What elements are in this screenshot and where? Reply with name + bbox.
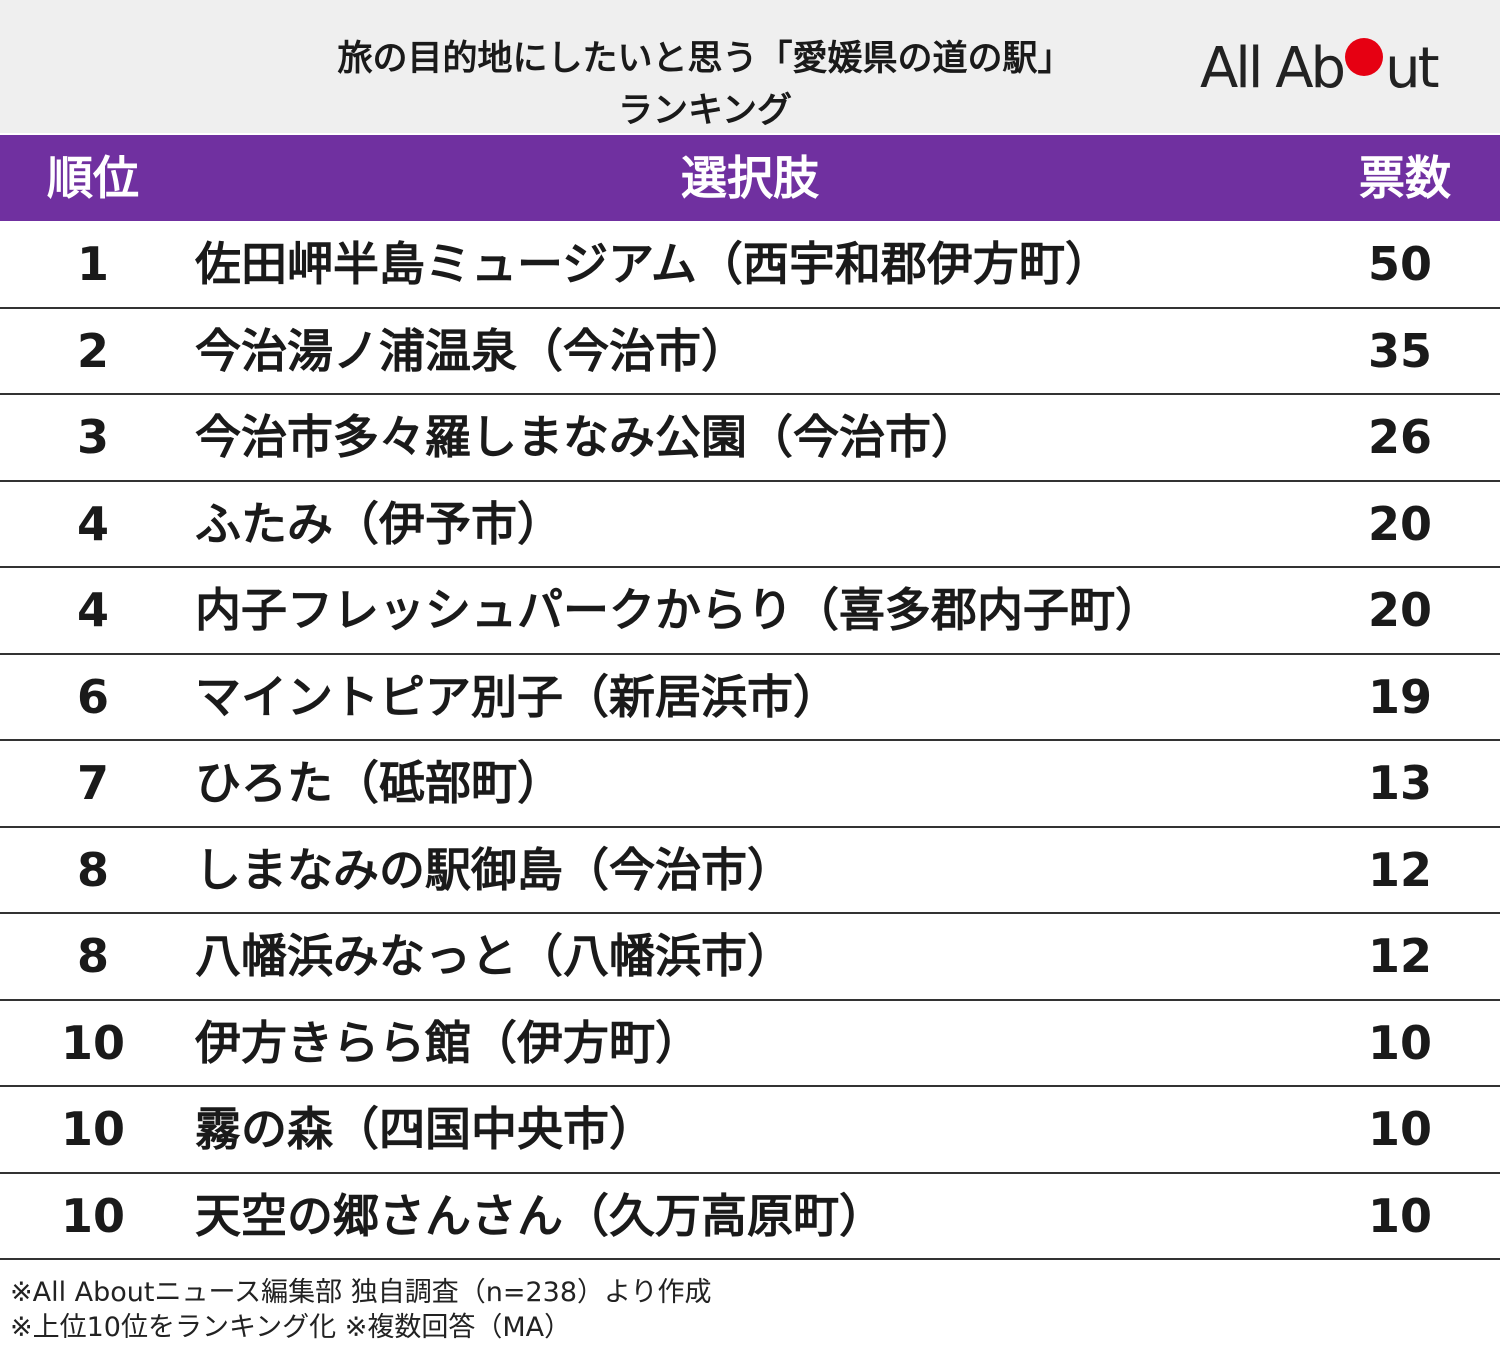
table-row: 6 マイントピア別子（新居浜市） 19 bbox=[0, 655, 1500, 741]
footnote: ※上位10位をランキング化 ※複数回答（MA） bbox=[10, 1312, 572, 1343]
station-name: 霧の森（四国中央市） bbox=[195, 1102, 655, 1156]
column-title: 順位 bbox=[47, 151, 139, 205]
station-name: 今治市多々羅しまなみ公園（今治市） bbox=[195, 410, 977, 464]
logo-dot: o bbox=[1345, 38, 1384, 76]
rank: 4 bbox=[76, 496, 109, 551]
title: ランキング bbox=[618, 91, 792, 131]
rank: 6 bbox=[76, 669, 109, 724]
table-row: 10 伊方きらら館（伊方町） 10 bbox=[0, 1001, 1500, 1087]
table-row: 10 霧の森（四国中央市） 10 bbox=[0, 1087, 1500, 1174]
station-name: 今治湯ノ浦温泉（今治市） bbox=[195, 323, 747, 378]
votes: 20 bbox=[1367, 496, 1432, 551]
rank: 10 bbox=[60, 1188, 125, 1243]
table-row: 10 天空の郷さんさん（久万高原町） 10 bbox=[0, 1174, 1500, 1260]
station-name: マイントピア別子（新居浜市） bbox=[195, 669, 839, 724]
logo: All About bbox=[1200, 36, 1440, 101]
station-name: しまなみの駅御島（今治市） bbox=[195, 842, 793, 897]
rank: 1 bbox=[76, 237, 109, 291]
table-row: 4 ふたみ（伊予市） 20 bbox=[0, 482, 1500, 568]
votes: 10 bbox=[1367, 1015, 1432, 1070]
station-name: 佐田岬半島ミュージアム（西宇和郡伊方町） bbox=[195, 237, 1111, 291]
table-row: 3 今治市多々羅しまなみ公園（今治市） 26 bbox=[0, 395, 1500, 482]
rank: 8 bbox=[76, 929, 109, 983]
table-row: 1 佐田岬半島ミュージアム（西宇和郡伊方町） 50 bbox=[0, 222, 1500, 309]
votes: 10 bbox=[1367, 1188, 1432, 1243]
station-name: 天空の郷さんさん（久万高原町） bbox=[195, 1188, 885, 1243]
rank: 4 bbox=[76, 583, 109, 637]
station-name: 伊方きらら館（伊方町） bbox=[195, 1015, 701, 1070]
table-row: 2 今治湯ノ浦温泉（今治市） 35 bbox=[0, 309, 1500, 395]
votes: 12 bbox=[1367, 842, 1432, 897]
rank: 10 bbox=[60, 1015, 125, 1070]
rank: 10 bbox=[60, 1102, 125, 1156]
votes: 50 bbox=[1367, 237, 1432, 291]
column-title: 票数 bbox=[1359, 151, 1451, 205]
votes: 35 bbox=[1367, 323, 1432, 378]
votes: 10 bbox=[1367, 1102, 1432, 1156]
votes: 13 bbox=[1367, 756, 1432, 810]
rank: 2 bbox=[76, 323, 109, 378]
header: 旅の目的地にしたいと思う「愛媛県の道の駅」 ランキング All About bbox=[0, 0, 1500, 133]
votes: 12 bbox=[1367, 929, 1432, 983]
votes: 19 bbox=[1367, 669, 1432, 724]
table-body: 1 佐田岬半島ミュージアム（西宇和郡伊方町） 50 2 今治湯ノ浦温泉（今治市） 35 3 今… bbox=[0, 222, 1500, 1260]
table-row: 8 しまなみの駅御島（今治市） 12 bbox=[0, 828, 1500, 914]
votes: 20 bbox=[1367, 583, 1432, 637]
station-name: ふたみ（伊予市） bbox=[195, 496, 563, 551]
column-title: 選択肢 bbox=[681, 151, 819, 205]
column-header: 順位 選択肢 票数 bbox=[0, 135, 1500, 221]
table-row: 8 八幡浜みなっと（八幡浜市） 12 bbox=[0, 914, 1500, 1001]
station-name: ひろた（砥部町） bbox=[195, 756, 563, 810]
table-row: 4 内子フレッシュパークからり（喜多郡内子町） 20 bbox=[0, 568, 1500, 655]
rank: 7 bbox=[76, 756, 109, 810]
title: 旅の目的地にしたいと思う「愛媛県の道の駅」 bbox=[337, 39, 1073, 79]
votes: 26 bbox=[1367, 410, 1432, 464]
station-name: 八幡浜みなっと（八幡浜市） bbox=[195, 929, 793, 983]
station-name: 内子フレッシュパークからり（喜多郡内子町） bbox=[195, 583, 1161, 637]
rank: 8 bbox=[76, 842, 109, 897]
rank: 3 bbox=[76, 410, 109, 464]
table-row: 7 ひろた（砥部町） 13 bbox=[0, 741, 1500, 828]
footnote: ※All Aboutニュース編集部 独自調査（n=238）より作成 bbox=[10, 1277, 712, 1308]
